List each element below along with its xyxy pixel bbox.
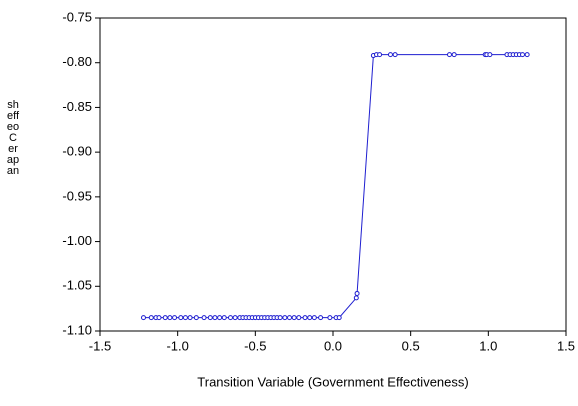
point (227, 315, 233, 321)
point (221, 315, 227, 321)
point (232, 315, 238, 321)
point (167, 315, 173, 321)
point (524, 52, 530, 58)
y-tick-label: -0.75 (62, 9, 92, 24)
point (487, 52, 493, 58)
point (178, 315, 184, 321)
point (172, 315, 178, 321)
point (287, 315, 293, 321)
point (392, 52, 398, 58)
point (311, 315, 317, 321)
point (217, 315, 223, 321)
point (187, 315, 193, 321)
plot-frame (99, 17, 567, 332)
point (353, 295, 359, 301)
x-tick-label: 1.5 (557, 338, 575, 353)
point (282, 315, 288, 321)
point (520, 52, 526, 58)
y-tick-label: -1.05 (62, 278, 92, 293)
x-tick-label: -1.0 (166, 338, 188, 353)
y-tick-label: -0.95 (62, 188, 92, 203)
y-tick-label: -1.00 (62, 233, 92, 248)
point (307, 315, 313, 321)
point (201, 315, 207, 321)
x-axis-label: Transition Variable (Government Effectiv… (197, 374, 468, 389)
x-tick-label: -1.5 (89, 338, 111, 353)
point (318, 315, 324, 321)
point (162, 315, 168, 321)
x-tick-label: 1.0 (479, 338, 497, 353)
point (451, 52, 457, 58)
point (447, 52, 452, 58)
x-tick-label: 0.5 (402, 338, 420, 353)
y-tick-label: -0.85 (62, 99, 92, 114)
point (156, 315, 162, 321)
x-tick-label: 0.0 (324, 338, 342, 353)
point (212, 315, 218, 321)
point (193, 315, 199, 321)
point (182, 315, 188, 321)
y-tick-label: -0.80 (62, 54, 92, 69)
point (291, 315, 297, 321)
point (207, 315, 213, 321)
point (140, 315, 146, 321)
point (296, 315, 302, 321)
x-tick-label: -0.5 (244, 338, 266, 353)
point (277, 315, 283, 321)
point (302, 315, 308, 321)
y-axis-label: sheffeoCerapan (6, 99, 20, 177)
point (377, 52, 383, 58)
y-tick-label: -0.90 (62, 144, 92, 159)
point (148, 315, 154, 321)
point (387, 52, 393, 58)
line (143, 54, 528, 319)
y-tick-label: -1.10 (62, 322, 92, 337)
point (327, 315, 333, 321)
point (354, 290, 360, 296)
point (336, 315, 342, 321)
